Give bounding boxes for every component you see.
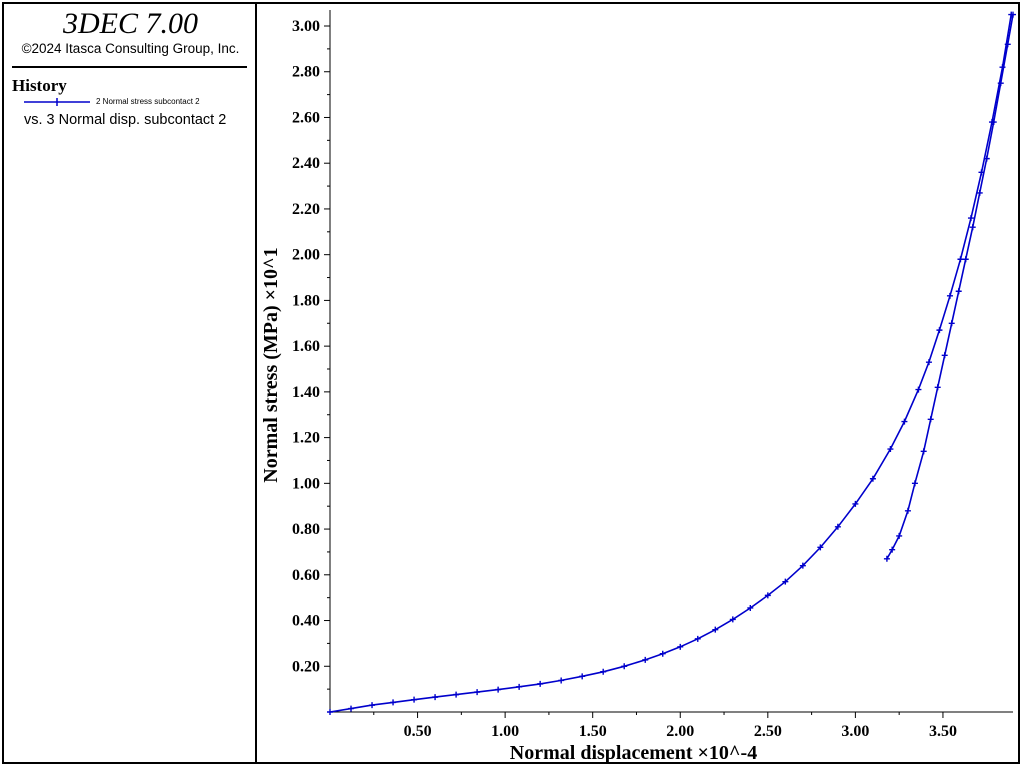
data-point-marker	[764, 592, 771, 599]
data-point-marker	[983, 155, 990, 162]
series-line-2	[886, 14, 1014, 560]
y-tick-label: 0.40	[292, 613, 320, 630]
data-point-marker	[558, 677, 565, 684]
data-point-marker	[1004, 41, 1011, 48]
data-point-marker	[516, 683, 523, 690]
y-axis-title: Normal stress (MPa) ×10^1	[260, 247, 282, 482]
legend-panel: 3DEC 7.00 ©2024 Itasca Consulting Group,…	[4, 4, 257, 762]
y-tick-label: 1.00	[292, 475, 320, 492]
data-point-marker	[925, 359, 932, 366]
data-point-marker	[677, 643, 684, 650]
data-point-marker	[927, 416, 934, 423]
data-point-marker	[887, 446, 894, 453]
data-point-marker	[411, 696, 418, 703]
chart-canvas: 0.20 0.40 0.60 0.80 1.00 1.20 1.40 1.60 1.80 2.00…	[260, 10, 1016, 762]
y-tick-label: 1.20	[292, 430, 320, 447]
y-tick-label: 2.80	[292, 64, 320, 81]
y-tick-label: 1.40	[292, 384, 320, 401]
data-point-marker	[348, 705, 355, 712]
x-tick-label: 0.50	[404, 723, 432, 740]
y-tick-label: 1.60	[292, 338, 320, 355]
x-tick-label: 2.00	[666, 723, 694, 740]
data-point-marker	[817, 544, 824, 551]
data-point-marker	[948, 320, 955, 327]
y-tick-label: 0.20	[292, 658, 320, 675]
history-heading: History	[12, 76, 67, 95]
x-tick-label: 1.50	[579, 723, 607, 740]
data-point-marker	[967, 215, 974, 222]
copyright-text: ©2024 Itasca Consulting Group, Inc.	[21, 41, 240, 56]
data-point-marker	[600, 668, 607, 675]
y-tick-label: 3.00	[292, 18, 320, 35]
x-axis-title: Normal displacement ×10^-4	[510, 742, 757, 762]
data-point-marker	[579, 673, 586, 680]
x-tick-label: 3.00	[841, 723, 869, 740]
y-tick-label: 1.80	[292, 292, 320, 309]
data-point-marker	[474, 689, 481, 696]
y-tick-label: 2.60	[292, 109, 320, 126]
legend-series-label: 2 Normal stress subcontact 2	[96, 97, 200, 106]
data-point-marker	[869, 475, 876, 482]
data-point-marker	[911, 480, 918, 487]
data-point-marker	[896, 532, 903, 539]
data-point-marker	[453, 691, 460, 698]
x-tick-label: 2.50	[754, 723, 782, 740]
data-point-marker	[990, 119, 997, 126]
y-tick-label: 0.80	[292, 521, 320, 538]
data-point-marker	[889, 546, 896, 553]
data-point-marker	[747, 604, 754, 611]
data-point-marker	[432, 694, 439, 701]
data-point-marker	[976, 189, 983, 196]
x-tick-label: 1.00	[491, 723, 519, 740]
data-point-marker	[659, 650, 666, 657]
legend-divider	[12, 66, 247, 68]
data-point-marker	[997, 80, 1004, 87]
data-point-marker	[969, 224, 976, 231]
data-point-marker	[782, 578, 789, 585]
data-point-marker	[901, 418, 908, 425]
data-point-marker	[962, 256, 969, 263]
data-point-marker	[621, 663, 628, 670]
data-point-marker	[852, 500, 859, 507]
data-point-marker	[936, 327, 943, 334]
app-title: 3DEC 7.00	[63, 7, 198, 40]
x-tick-label: 3.50	[929, 723, 957, 740]
data-point-marker	[1010, 11, 1016, 18]
data-point-marker	[941, 352, 948, 359]
data-point-marker	[946, 292, 953, 299]
legend-versus-label: vs. 3 Normal disp. subcontact 2	[24, 112, 227, 128]
data-point-marker	[920, 448, 927, 455]
data-point-marker	[834, 523, 841, 530]
data-point-marker	[729, 616, 736, 623]
data-point-marker	[904, 507, 911, 514]
data-point-marker	[694, 635, 701, 642]
data-point-marker	[369, 702, 376, 709]
y-tick-label: 2.00	[292, 247, 320, 264]
data-point-marker	[642, 656, 649, 663]
data-point-marker	[495, 686, 502, 693]
data-point-marker	[934, 384, 941, 391]
data-point-marker	[327, 709, 333, 715]
y-tick-label: 2.40	[292, 155, 320, 172]
y-tick-label: 2.20	[292, 201, 320, 218]
data-point-marker	[537, 680, 544, 687]
data-point-marker	[712, 626, 719, 633]
data-point-marker	[390, 699, 397, 706]
data-point-marker	[955, 288, 962, 295]
plot-area: 0.20 0.40 0.60 0.80 1.00 1.20 1.40 1.60 1.80 2.00…	[257, 4, 1018, 762]
y-tick-label: 0.60	[292, 567, 320, 584]
data-point-marker	[915, 386, 922, 393]
data-point-marker	[957, 256, 964, 263]
data-point-marker	[883, 555, 890, 562]
series-line-1	[329, 14, 1012, 713]
data-point-marker	[799, 562, 806, 569]
legend-line-sample	[24, 98, 90, 106]
